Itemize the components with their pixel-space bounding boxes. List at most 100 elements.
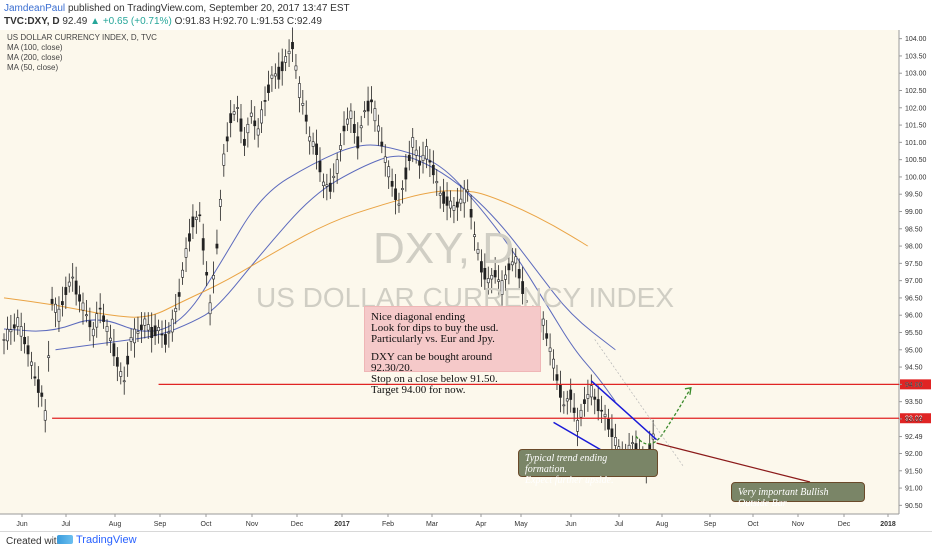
candle-body: [380, 141, 384, 147]
candle-body: [449, 200, 452, 209]
author-link[interactable]: JamdeanPaul: [4, 3, 66, 14]
candle-body: [36, 379, 40, 393]
note-line: Stop on a close below 91.50.: [371, 373, 498, 385]
candle-body: [311, 141, 315, 147]
candle-body: [256, 128, 260, 136]
price-tick-label: 93.00: [905, 416, 923, 423]
candle-body: [455, 201, 459, 208]
time-tick-label: Nov: [792, 521, 805, 528]
candle-body: [579, 409, 583, 418]
candle-body: [23, 336, 27, 345]
candle-body: [243, 138, 246, 146]
candle-body: [387, 166, 391, 178]
candle-body: [401, 188, 404, 190]
candle-body: [263, 100, 267, 102]
candle-body: [47, 355, 51, 358]
price-tick-label: 92.49: [905, 434, 923, 441]
candle-body: [339, 145, 342, 150]
candle-body: [88, 320, 92, 328]
candle-body: [425, 146, 428, 160]
legend-ma200[interactable]: MA (200, close): [7, 53, 63, 62]
candle-body: [510, 261, 514, 266]
candle-body: [480, 261, 483, 273]
legend-ma50[interactable]: MA (50, close): [7, 63, 59, 72]
footer: Created with TradingView: [0, 531, 932, 551]
price-change-value: +0.65 (+0.71%): [102, 16, 172, 27]
price-tick-label: 99.00: [905, 209, 923, 216]
candle-body: [631, 442, 634, 445]
time-tick-label: Jul: [615, 521, 624, 528]
candle-body: [109, 337, 112, 342]
candle-body: [71, 276, 75, 279]
candle-body: [349, 110, 353, 119]
tradingview-logo[interactable]: TradingView: [57, 534, 137, 546]
candle-body: [212, 275, 215, 280]
ohlc-values: O:91.83 H:92.70 L:91.53 C:92.49: [174, 16, 322, 27]
price-tick-label: 100.50: [905, 157, 927, 164]
candle-body: [181, 269, 185, 278]
candle-body: [613, 437, 617, 446]
time-tick-label: May: [514, 521, 528, 528]
price-tick-label: 96.50: [905, 295, 923, 302]
candle-body: [332, 175, 336, 178]
candle-body: [105, 326, 109, 332]
price-tick-label: 96.00: [905, 313, 923, 320]
symbol-label[interactable]: TVC:DXY, D: [4, 16, 60, 27]
level-label: 94.00: [905, 382, 923, 389]
candle-body: [356, 136, 360, 149]
candle-body: [328, 182, 332, 192]
time-axis: Jun Jul Aug Sep Oct Nov Dec 2017 Feb Mar Apr May Jun…: [16, 514, 896, 528]
candle-body: [335, 159, 339, 174]
candle-body: [136, 331, 140, 334]
candle-body: [352, 124, 356, 133]
candle-body: [133, 328, 136, 344]
candle-body: [507, 263, 511, 271]
candle-body: [486, 278, 490, 284]
time-tick-label: 2018: [880, 521, 896, 528]
candle-body: [304, 114, 308, 122]
level-tag: [900, 379, 931, 390]
horizontal-levels[interactable]: 94.00 93.02: [52, 379, 931, 424]
analysis-note[interactable]: Nice diagonal ending Look for dips to bu…: [364, 306, 541, 396]
candle-body: [452, 205, 456, 211]
candle-body: [249, 112, 253, 117]
candle-body: [555, 374, 559, 381]
candle-body: [267, 84, 270, 93]
trend-callout[interactable]: Typical trend ending formation. Expect f…: [518, 449, 658, 486]
outside-bar-callout[interactable]: Very important Bullish Outside Bar: [731, 482, 865, 509]
moving-average-line: [3, 144, 616, 402]
callout-line: Typical trend ending formation.: [525, 453, 608, 475]
price-tick-label: 103.50: [905, 53, 927, 60]
price-tick-label: 104.00: [905, 36, 927, 43]
candle-body: [325, 184, 329, 187]
candle-body: [545, 333, 549, 339]
candle-body: [322, 181, 325, 186]
candle-body: [205, 272, 209, 276]
candle-body: [6, 329, 9, 342]
legend-ma100[interactable]: MA (100, close): [7, 43, 63, 52]
time-tick-label: Oct: [201, 521, 212, 528]
candle-body: [586, 394, 590, 399]
candle-body: [67, 281, 71, 287]
candle-body: [85, 314, 88, 317]
wedge-upper-line: [590, 380, 658, 441]
candle-body: [442, 191, 446, 204]
candle-body: [610, 428, 614, 438]
candle-body: [119, 371, 123, 377]
candle-body: [150, 327, 154, 338]
candle-body: [225, 136, 229, 142]
candle-body: [493, 270, 497, 278]
candle-body: [517, 269, 521, 279]
candle-body: [19, 326, 23, 337]
candle-body: [167, 331, 171, 334]
candle-body: [572, 407, 576, 413]
candle-body: [139, 324, 143, 330]
price-tick-label: 95.50: [905, 330, 923, 337]
candle-body: [164, 334, 167, 345]
plot-background: [0, 30, 899, 514]
last-price: 92.49: [62, 16, 88, 27]
candle-body: [157, 327, 160, 332]
candle-body: [490, 275, 494, 280]
price-tick-label: 91.50: [905, 468, 923, 475]
